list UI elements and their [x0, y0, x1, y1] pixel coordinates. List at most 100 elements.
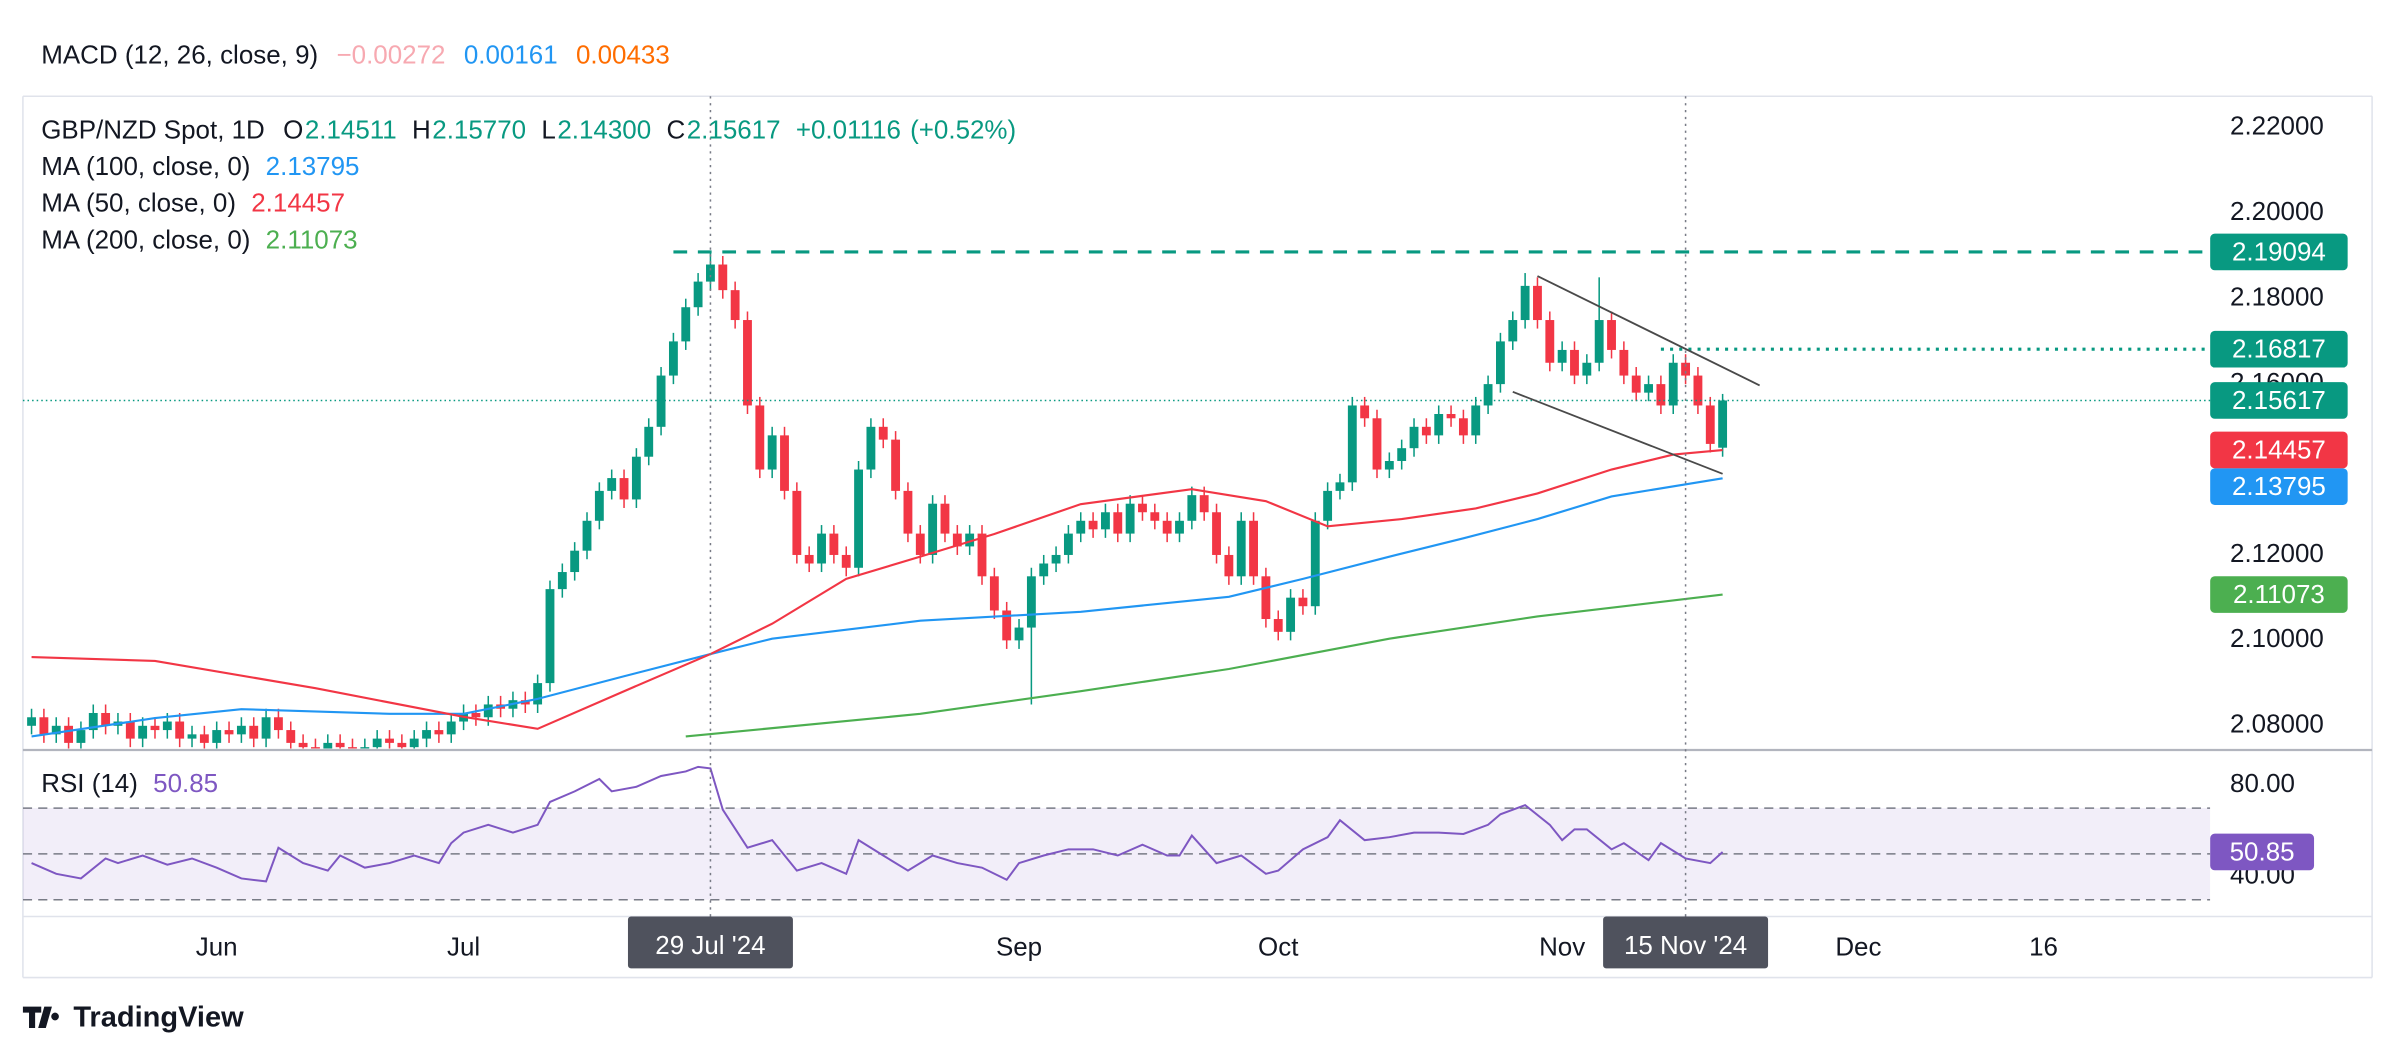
candle-body [668, 341, 678, 376]
candle-body [1101, 512, 1110, 530]
candle-body [545, 589, 555, 684]
y-tick-label: 2.10000 [2230, 623, 2324, 653]
rsi-line [31, 765, 1724, 883]
ma-name: MA (100, close, 0) [41, 151, 250, 181]
candle-body [175, 721, 185, 739]
candle-body [1681, 362, 1691, 376]
candle-body [1026, 576, 1036, 628]
candle-body [101, 712, 111, 726]
macd-value: 0.00433 [576, 39, 670, 69]
macd-legend: MACD (12, 26, close, 9) −0.00272 0.00161 0.… [41, 39, 670, 69]
brand-logo [22, 1006, 59, 1028]
candle-body [1644, 384, 1653, 393]
candle-body [631, 456, 641, 500]
candle-body [730, 290, 740, 321]
macd-value: 0.00161 [464, 39, 558, 69]
price-badge [2210, 233, 2348, 271]
ohlc-item: 2.15617 [687, 114, 781, 144]
rsi-name: RSI (14) [41, 768, 138, 798]
price-badge-label: 2.11073 [2233, 579, 2325, 609]
candle-body [298, 742, 308, 748]
candle-body [804, 554, 814, 564]
candle-body [1014, 627, 1024, 641]
ma-name: MA (200, close, 0) [41, 224, 250, 254]
x-tick-label: Dec [1835, 931, 1881, 961]
moving-average-line [31, 477, 1723, 738]
candle-body [817, 533, 826, 564]
x-tick-label: Nov [1539, 931, 1585, 961]
candle-body [792, 490, 802, 555]
crosshair-date-box [1603, 916, 1769, 969]
candle-body [977, 533, 987, 577]
candle-body [422, 730, 431, 739]
candle-body [1224, 554, 1234, 577]
price-badge-label: 2.14457 [2232, 434, 2326, 464]
price-badge-label: 2.16817 [2232, 334, 2326, 364]
moving-average-line [685, 593, 1723, 738]
candle-body [1619, 349, 1629, 376]
candle-body [1570, 349, 1579, 376]
candle-body [706, 264, 715, 282]
candle-body [1471, 405, 1481, 436]
ohlc-item: 2.15770 [432, 114, 526, 144]
rsi-badge-label: 50.85 [2230, 836, 2295, 866]
candle-body [1668, 362, 1678, 406]
candle-body [261, 717, 271, 739]
x-tick-label: Jul [447, 931, 480, 961]
x-tick-label: 16 [2029, 931, 2058, 961]
candle-body [397, 742, 407, 748]
candle-body [767, 435, 777, 470]
candle-body [582, 520, 592, 551]
candle-body [681, 307, 691, 342]
candle-body [619, 478, 629, 500]
candle-body [483, 704, 493, 718]
price-badge-label: 2.19094 [2232, 236, 2326, 266]
candle-body [335, 742, 345, 748]
candle-body [780, 435, 789, 491]
brand-name: TradingView [73, 1001, 244, 1033]
candle-body [187, 734, 197, 739]
crosshair-date-box [627, 916, 793, 969]
candle-body [150, 725, 160, 731]
x-tick-label: Oct [1258, 931, 1299, 961]
rsi-tick-label: 80.00 [2230, 768, 2295, 798]
candle-body [1533, 285, 1542, 321]
ma-name: MA (50, close, 0) [41, 188, 236, 218]
candle-body [1175, 520, 1184, 534]
x-tick-label: Sep [996, 931, 1042, 961]
y-tick-label: 2.18000 [2230, 282, 2324, 312]
candle-body [199, 734, 209, 743]
candle-body [88, 712, 98, 731]
candle-body [1458, 418, 1468, 436]
candle-body [1298, 597, 1308, 607]
price-badge [2210, 576, 2348, 613]
crosshair-date-label: 29 Jul '24 [655, 930, 765, 960]
candle-body [644, 426, 654, 457]
candle-body [1187, 495, 1197, 521]
trend-line [1537, 275, 1761, 387]
candle-body [212, 730, 222, 743]
candle-body [1076, 520, 1086, 534]
candle-body [273, 717, 283, 731]
candle-body [1323, 490, 1333, 521]
candle-body [829, 533, 839, 555]
y-tick-label: 2.20000 [2230, 196, 2324, 226]
candle-body [693, 281, 703, 308]
ma-value: 2.11073 [266, 224, 358, 254]
candle-body [1286, 597, 1296, 632]
price-badge [2210, 330, 2348, 368]
candle-body [1273, 619, 1283, 632]
candle-body [1162, 520, 1172, 534]
candle-body [533, 683, 543, 705]
candle-body [1125, 503, 1135, 534]
overlay: 2.080002.100002.120002.160002.180002.200… [22, 39, 2348, 969]
rsi-pane [22, 765, 2211, 901]
candle-body [1693, 375, 1703, 406]
candle-body [1557, 349, 1567, 363]
candle-body [743, 320, 752, 406]
candle-body [1508, 320, 1518, 342]
candle-body [311, 747, 320, 749]
ohlc-item: C [666, 114, 685, 144]
